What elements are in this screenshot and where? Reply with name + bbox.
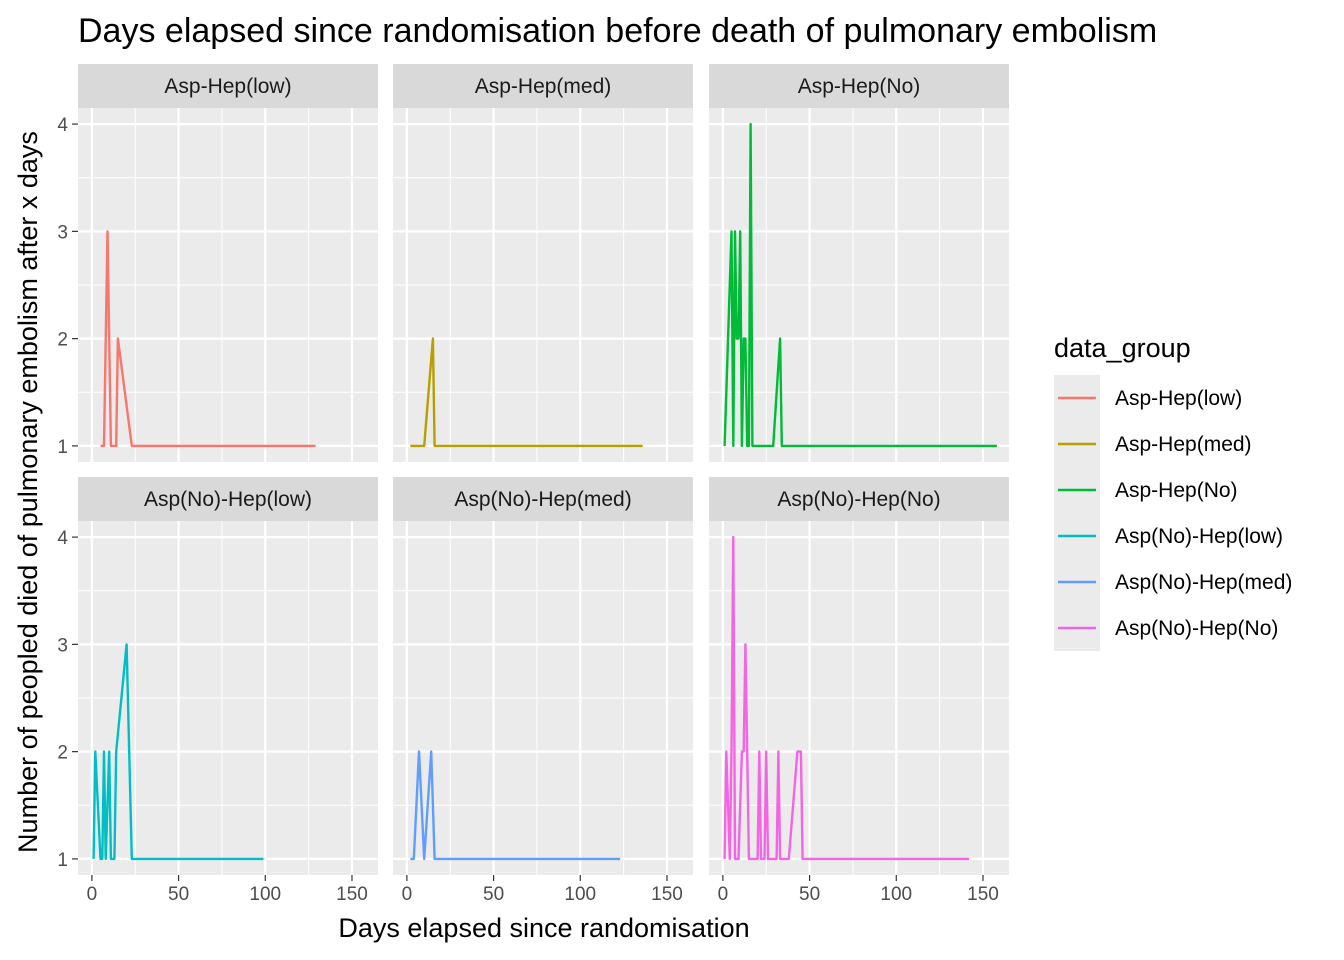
- facet-panel: Asp(No)-Hep(No): [709, 477, 1009, 875]
- series-line: [100, 230, 316, 448]
- legend-label: Asp-Hep(med): [1115, 433, 1252, 456]
- y-tick-label: 2: [57, 330, 68, 351]
- y-tick-label: 4: [57, 115, 68, 136]
- legend-label: Asp-Hep(low): [1115, 387, 1242, 410]
- facet-strip-label: Asp-Hep(No): [798, 75, 921, 98]
- facet-panel: Asp-Hep(low): [78, 64, 378, 462]
- facet-strip-label: Asp(No)-Hep(med): [454, 488, 631, 511]
- facet-strip-label: Asp(No)-Hep(low): [144, 488, 312, 511]
- y-tick-label: 1: [57, 850, 68, 871]
- x-tick-label: 150: [336, 884, 368, 905]
- facet-strip: [709, 64, 1009, 108]
- legend-label: Asp(No)-Hep(No): [1115, 617, 1278, 640]
- y-tick-label: 2: [57, 743, 68, 764]
- legend-label: Asp-Hep(No): [1115, 479, 1238, 502]
- legend-key-background: [1054, 375, 1100, 651]
- chart-title: Days elapsed since randomisation before …: [78, 12, 1157, 50]
- y-tick-label: 4: [57, 528, 68, 549]
- x-tick-label: 100: [564, 884, 596, 905]
- legend: data_group Asp-Hep(low)Asp-Hep(med)Asp-H…: [1054, 333, 1292, 651]
- y-tick-label: 1: [57, 437, 68, 458]
- series-line: [410, 337, 643, 448]
- series-line: [410, 750, 621, 861]
- legend-label: Asp(No)-Hep(med): [1115, 571, 1292, 594]
- facet-strip-label: Asp-Hep(low): [164, 75, 291, 98]
- y-tick-label: 3: [57, 222, 68, 243]
- x-tick-label: 50: [483, 884, 504, 905]
- x-axis-ticks: 0 50 100 150 0 50 100 150 0 50 100 150: [87, 875, 999, 905]
- facet-strip: [78, 64, 378, 108]
- x-tick-label: 100: [880, 884, 912, 905]
- facet-strip: [393, 64, 693, 108]
- series-line: [723, 535, 970, 861]
- facet-strip-label: Asp(No)-Hep(No): [777, 488, 940, 511]
- facet-panels: Asp-Hep(low) Asp-Hep(med) Asp-Hep(No) Asp(N…: [78, 64, 1009, 875]
- legend-label: Asp(No)-Hep(low): [1115, 525, 1283, 548]
- series-line: [92, 643, 264, 861]
- x-tick-label: 0: [87, 884, 98, 905]
- legend-items: Asp-Hep(low) Asp-Hep(med) Asp-Hep(No) Asp(N…: [1058, 387, 1292, 640]
- facet-panel: Asp(No)-Hep(med): [393, 477, 693, 875]
- y-axis-title: Number of peopled died of pulmonary embo…: [13, 131, 43, 853]
- x-tick-label: 100: [249, 884, 281, 905]
- facet-panel: Asp-Hep(No): [709, 64, 1009, 462]
- x-tick-label: 50: [799, 884, 820, 905]
- y-tick-label: 3: [57, 635, 68, 656]
- x-tick-label: 150: [967, 884, 999, 905]
- facet-panel: Asp-Hep(med): [393, 64, 693, 462]
- facet-panel: Asp(No)-Hep(low): [78, 477, 378, 875]
- facet-strip: [78, 477, 378, 521]
- facet-strip-label: Asp-Hep(med): [475, 75, 612, 98]
- x-tick-label: 50: [168, 884, 189, 905]
- x-tick-label: 0: [718, 884, 729, 905]
- facet-strip: [709, 477, 1009, 521]
- series-line: [723, 122, 997, 448]
- x-axis-title: Days elapsed since randomisation: [338, 913, 749, 943]
- y-axis-ticks: 1 2 3 4 1 2 3 4: [57, 115, 78, 871]
- facet-strip: [393, 477, 693, 521]
- x-tick-label: 150: [651, 884, 683, 905]
- x-tick-label: 0: [402, 884, 413, 905]
- legend-title: data_group: [1054, 333, 1191, 363]
